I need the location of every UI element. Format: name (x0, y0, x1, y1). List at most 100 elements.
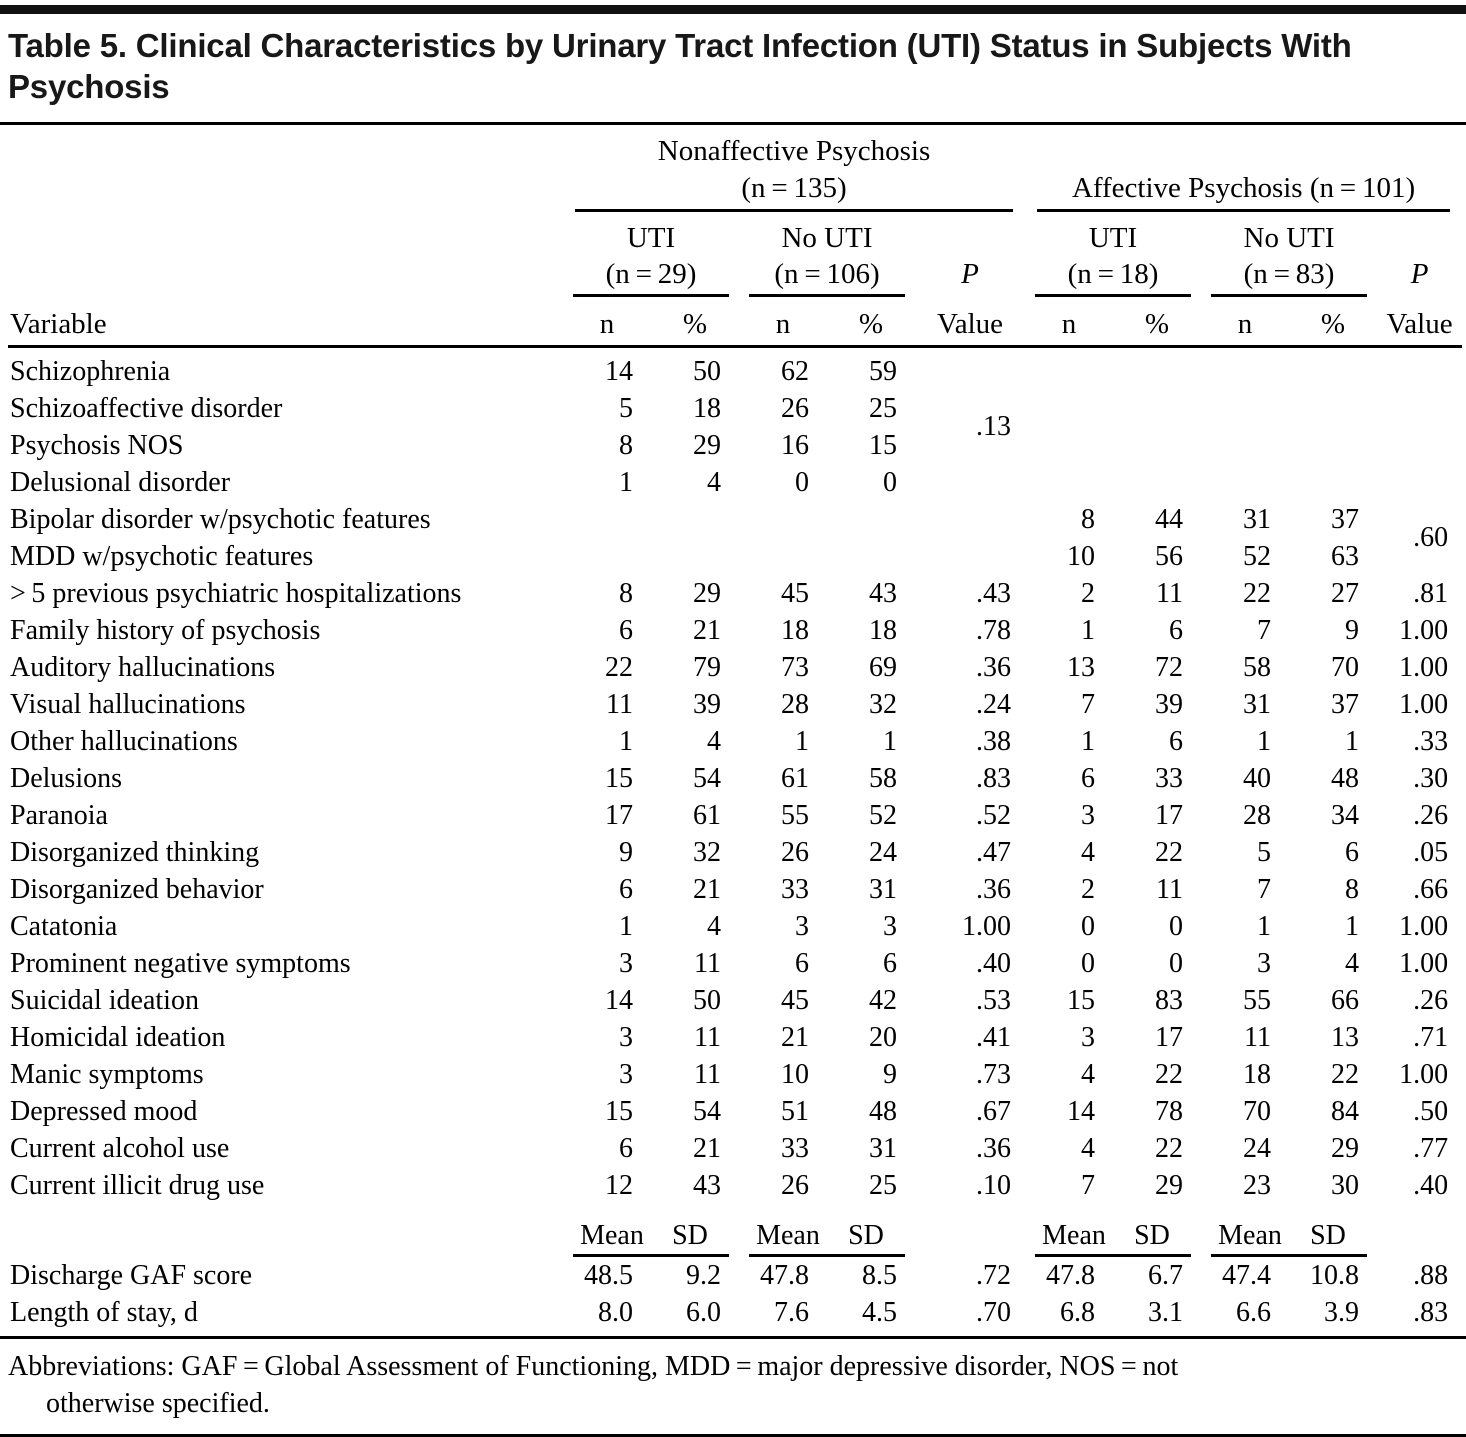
table-cell: 1 (1345, 910, 1360, 942)
table-cell: 33 (781, 873, 809, 905)
row-label: Current illicit drug use (10, 1169, 265, 1201)
group-affective: Affective Psychosis (n = 101) (1025, 125, 1462, 212)
pct-column-header: % (1289, 296, 1378, 348)
table-cell: 21 (693, 614, 721, 646)
table-cell: 6 (795, 947, 809, 979)
table-cell: 32 (693, 836, 721, 868)
p-value-cell: .77 (1413, 1132, 1449, 1164)
p-value-cell: .78 (976, 614, 1012, 646)
table-cell: 0 (883, 466, 897, 498)
table-row: Auditory hallucinations 22 79 73 69 .36 13 72 58… (8, 649, 1462, 686)
table-cell: 5 (619, 392, 633, 424)
variable-column-header: Variable (8, 296, 563, 348)
table-cell: 2 (1081, 577, 1096, 609)
table-cell: 4.5 (862, 1296, 897, 1328)
table-row: Manic symptoms 3 11 10 9 .73 4 22 18 22 1.00 (8, 1056, 1462, 1093)
table-cell: 15 (605, 762, 633, 794)
table-cell: 79 (693, 651, 721, 683)
table-cell: 3.1 (1148, 1296, 1184, 1328)
table-row: Bipolar disorder w/psychotic features 8 44… (8, 501, 1462, 554)
p-value-cell: .24 (976, 688, 1012, 720)
table-cell (827, 501, 915, 538)
table-cell (1289, 427, 1377, 464)
table-cell: 50 (693, 984, 721, 1016)
table-cell: 31 (869, 1132, 897, 1164)
table-cell: 7.6 (774, 1296, 809, 1328)
table-cell: 25 (869, 1169, 897, 1201)
table-cell: 1 (619, 725, 633, 757)
mean-label: Mean (1218, 1219, 1282, 1251)
table-cell: 12 (605, 1169, 633, 1201)
mean-label: Mean (580, 1219, 644, 1251)
table-cell: 5 (1257, 836, 1272, 868)
table-cell: 43 (693, 1169, 721, 1201)
spacer-cell (915, 1204, 1025, 1257)
n-column-header: n (739, 296, 827, 348)
p-value-cell: 1.00 (1399, 947, 1449, 979)
p-value-cell: .40 (976, 947, 1012, 979)
table-cell: 33 (1155, 762, 1184, 794)
table-cell: 22 (1155, 1058, 1184, 1090)
table-row: Delusional disorder 1 4 0 0 (8, 464, 1462, 501)
table-cell: 29 (1155, 1169, 1184, 1201)
table-cell: 30 (1331, 1169, 1360, 1201)
table-cell: 11 (1156, 577, 1184, 609)
subgroup-label: No UTI (781, 221, 873, 254)
table-cell: 4 (1081, 1058, 1096, 1090)
table-cell: 16 (781, 429, 809, 461)
subgroup-label: UTI (626, 221, 676, 254)
p-value-cell: .47 (976, 836, 1012, 868)
table-row: Schizoaffective disorder 5 18 26 25 (8, 390, 1462, 427)
p-value-cell: .33 (1413, 725, 1449, 757)
group-spanner-row: Nonaffective Psychosis (n = 135) Affectiv… (8, 125, 1462, 212)
table-cell: 21 (693, 1132, 721, 1164)
n-column-header: n (1201, 296, 1290, 348)
table-cell: 11 (694, 947, 721, 979)
table-header: Nonaffective Psychosis (n = 135) Affectiv… (8, 125, 1463, 348)
table-cell: 4 (707, 910, 721, 942)
table-cell: 56 (1155, 540, 1184, 572)
table-cell: 28 (781, 688, 809, 720)
table-cell (1113, 464, 1201, 501)
table-cell (1201, 427, 1289, 464)
table-cell (1113, 346, 1201, 390)
table-row: MDD w/psychotic features 10 56 52 63 (8, 538, 1462, 575)
table-cell: 1 (619, 466, 633, 498)
table-cell: 6 (1081, 762, 1096, 794)
table-cell (651, 501, 739, 538)
table-cell: 22 (1243, 577, 1272, 609)
table-cell: 8.5 (862, 1259, 897, 1291)
table-cell (1025, 346, 1113, 390)
table-cell: 7 (1257, 614, 1272, 646)
table-cell: 6 (1345, 836, 1360, 868)
table-cell: 3 (1081, 1021, 1096, 1053)
table-cell: 22 (605, 651, 633, 683)
table-cell: 52 (1243, 540, 1272, 572)
table-cell: 1 (795, 725, 809, 757)
table-cell: 43 (869, 577, 897, 609)
table-cell: 24 (1243, 1132, 1272, 1164)
table-cell: 48.5 (584, 1259, 633, 1291)
table-row: Depressed mood 15 54 51 48 .67 14 78 70 84 .50 (8, 1093, 1462, 1130)
p-value-cell: 1.00 (1399, 910, 1449, 942)
table-cell: 4 (707, 466, 721, 498)
p-value-cell: .81 (1413, 577, 1449, 609)
table-cell: 84 (1331, 1095, 1360, 1127)
p-value-cell: .83 (1413, 1296, 1449, 1328)
p-header-affective: P (1377, 212, 1462, 297)
journal-table-page: Table 5. Clinical Characteristics by Uri… (0, 5, 1466, 1437)
table-cell: 4 (1345, 947, 1360, 979)
table-cell (827, 538, 915, 575)
table-cell (1113, 390, 1201, 427)
table-cell: 6.0 (686, 1296, 721, 1328)
table-cell (563, 501, 651, 538)
table-cell: 58 (869, 762, 897, 794)
table-cell: 13 (1067, 651, 1096, 683)
mean-sd-pair-header: Mean SD (1025, 1204, 1201, 1257)
row-label: Disorganized behavior (10, 873, 264, 905)
row-label: Prominent negative symptoms (10, 947, 351, 979)
p-value-cell: .13 (976, 411, 1012, 443)
p-value-cell: .60 (1413, 522, 1449, 554)
row-label: Visual hallucinations (10, 688, 246, 720)
p-value-cell: .88 (1413, 1259, 1449, 1291)
